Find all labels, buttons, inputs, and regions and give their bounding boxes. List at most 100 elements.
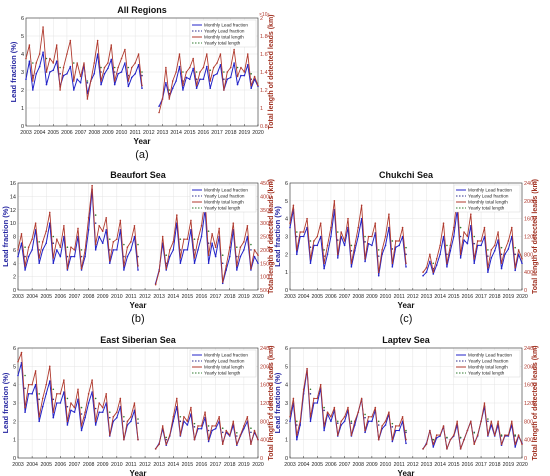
data-point (123, 269, 125, 271)
data-point (473, 262, 476, 265)
data-point (432, 273, 435, 275)
data-point (100, 83, 102, 86)
data-point (98, 225, 100, 227)
data-point (340, 420, 342, 423)
x-tick-label: 2009 (102, 130, 114, 136)
data-point (190, 219, 192, 222)
data-point (316, 244, 319, 247)
data-point (73, 249, 76, 251)
data-point (66, 255, 69, 258)
data-point (193, 426, 196, 428)
data-point (381, 249, 383, 251)
data-point (24, 387, 26, 390)
data-point (384, 420, 387, 423)
data-point (52, 398, 55, 401)
y-left-tick-label: 14 (10, 194, 16, 200)
y-right-tick-label: 2 (260, 16, 263, 22)
y-left-tick-label: 10 (10, 221, 16, 227)
data-point (179, 415, 182, 418)
data-point (17, 360, 19, 363)
data-point (367, 235, 370, 238)
x-tick-label: 2011 (125, 294, 136, 300)
x-tick-label: 2008 (88, 130, 100, 136)
data-point (398, 425, 400, 427)
x-tick-label: 2019 (503, 462, 515, 468)
series-line-monthly-total-length (158, 49, 259, 113)
y-right-tick-label: 2000 (524, 199, 536, 205)
data-point (79, 75, 82, 78)
data-point (209, 87, 212, 89)
data-point (183, 238, 185, 240)
data-point (20, 351, 23, 354)
data-point (319, 383, 322, 386)
data-point (296, 253, 298, 256)
legend-entry: Yearly total length (204, 206, 241, 211)
data-point (487, 255, 489, 257)
chart-title: Beaufort Sea (110, 170, 167, 180)
data-point (87, 216, 90, 219)
data-point (52, 262, 55, 265)
legend-entry: Yearly Lead fraction (204, 359, 245, 364)
data-point (405, 431, 407, 434)
y-right-tick-label: 800 (524, 419, 533, 425)
data-point (323, 262, 325, 265)
y-left-tick-label: 2 (285, 419, 288, 425)
data-point (80, 249, 83, 251)
y-left-tick-label: 4 (285, 217, 288, 223)
data-point (197, 238, 199, 240)
data-point (299, 420, 302, 423)
data-point (521, 257, 523, 260)
data-point (459, 253, 462, 256)
data-point (449, 438, 452, 441)
data-point (313, 397, 315, 400)
legend-entry: Monthly total length (204, 365, 244, 370)
data-point (336, 253, 339, 256)
data-point (124, 48, 126, 51)
y-right-tick-label: 1000 (260, 275, 272, 281)
data-point (490, 249, 493, 251)
data-point (319, 222, 322, 224)
data-point (38, 53, 41, 55)
data-point (233, 48, 235, 51)
data-point (449, 249, 452, 252)
chart-panel-d: 2003 2004 2005 2006 2007 2008 2009 2010 2011 2012… (1, 335, 275, 476)
y-right-tick-label: 1600 (260, 383, 272, 389)
y-right-tick-label: 0 (524, 456, 527, 462)
data-point (119, 219, 122, 222)
data-point (168, 89, 171, 91)
data-point (452, 226, 455, 229)
y-left-tick-label: 5 (285, 199, 288, 205)
data-point (137, 265, 139, 267)
data-point (87, 393, 90, 395)
x-tick-label: 2013 (157, 130, 169, 136)
legend-entry: Yearly Lead fraction (468, 194, 509, 199)
data-point (24, 374, 26, 377)
data-point (134, 73, 136, 75)
data-point (168, 255, 171, 258)
data-point (165, 267, 168, 270)
x-tick-label: 2013 (153, 462, 165, 468)
y-right-tick-label: 1.2 (260, 88, 268, 94)
y-right-axis-label: Total length of detected leads (km) (268, 15, 275, 130)
data-point (84, 249, 86, 251)
data-point (250, 249, 252, 251)
data-point (130, 249, 132, 251)
y-right-tick-label: 4000 (260, 194, 272, 200)
data-point (214, 427, 217, 430)
x-tick-label: 2019 (238, 294, 250, 300)
legend-entry: Monthly Lead fraction (204, 353, 248, 358)
data-point (239, 255, 242, 258)
data-point (94, 243, 97, 246)
data-point (25, 57, 27, 60)
data-point (246, 415, 249, 418)
data-point (207, 230, 210, 232)
data-point (158, 111, 160, 114)
x-tick-label: 2007 (339, 294, 351, 300)
x-tick-label: 2017 (210, 294, 222, 300)
data-point (101, 230, 104, 232)
data-point (296, 424, 298, 426)
series-line-monthly-lead-fraction (422, 209, 523, 277)
y-right-axis-label: Total length of detected leads (km) (268, 346, 275, 461)
y-left-tick-label: 0 (21, 124, 24, 130)
